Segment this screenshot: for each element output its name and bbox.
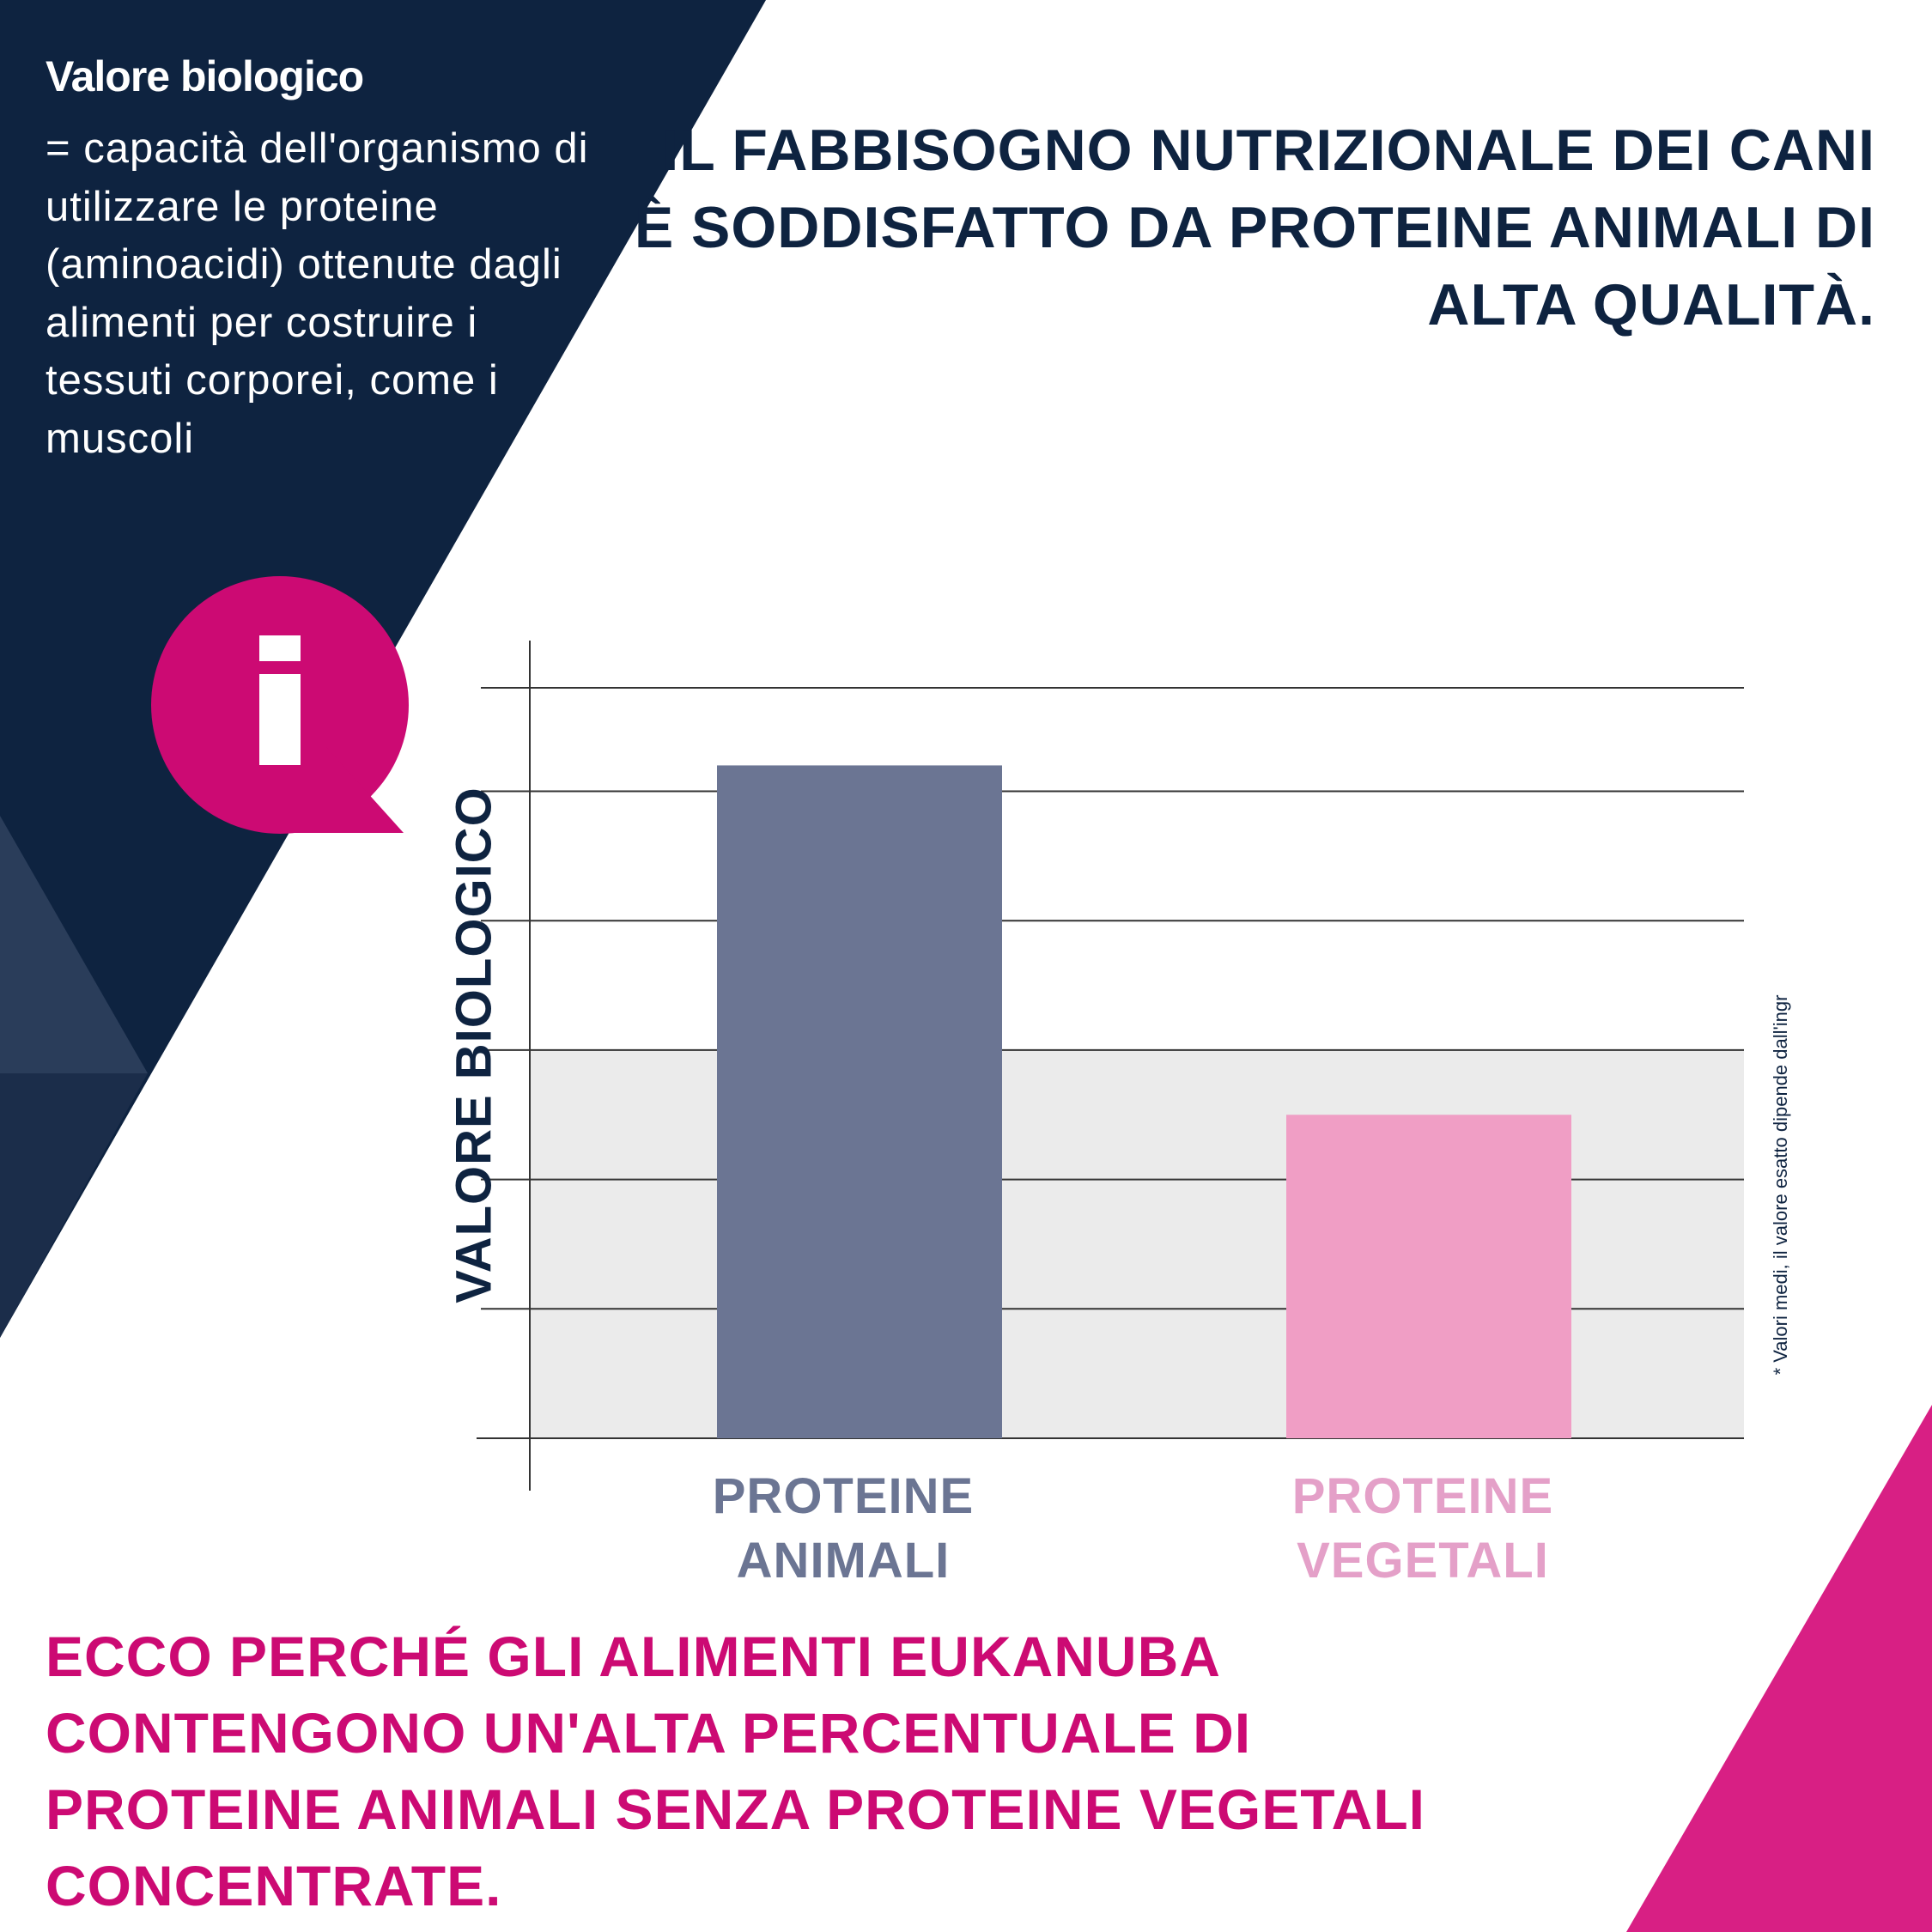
footnote: * Valori medi, il valore esatto dipende … bbox=[1770, 994, 1791, 1376]
magenta-corner-triangle bbox=[1626, 1405, 1932, 1932]
slate-triangle bbox=[0, 816, 148, 1073]
bar-animal bbox=[717, 765, 1002, 1438]
bar-plant bbox=[1286, 1115, 1571, 1438]
conclusion-text: ECCO PERCHÉ GLI ALIMENTI EUKANUBA CONTEN… bbox=[46, 1625, 1425, 1917]
headline: IL FABBISOGNO NUTRIZIONALE DEI CANI È SO… bbox=[634, 118, 1875, 337]
category-label-line: ANIMALI bbox=[736, 1533, 951, 1589]
definition-body: = capacità dell'organismo di utilizzare … bbox=[46, 125, 589, 462]
y-axis-label: VALORE BIOLOGICO bbox=[446, 787, 502, 1303]
info-speech-bubble-icon bbox=[151, 576, 409, 834]
category-label-animal: PROTEINE ANIMALI bbox=[629, 1464, 1058, 1593]
category-label-line: PROTEINE bbox=[712, 1468, 975, 1524]
bar-chart bbox=[477, 641, 1744, 1491]
category-label-line: VEGETALI bbox=[1297, 1533, 1549, 1589]
definition-title: Valore biologico bbox=[46, 52, 364, 100]
category-label-line: PROTEINE bbox=[1291, 1468, 1554, 1524]
navy-lower-band bbox=[0, 1073, 148, 1338]
category-label-plant: PROTEINE VEGETALI bbox=[1208, 1464, 1637, 1593]
